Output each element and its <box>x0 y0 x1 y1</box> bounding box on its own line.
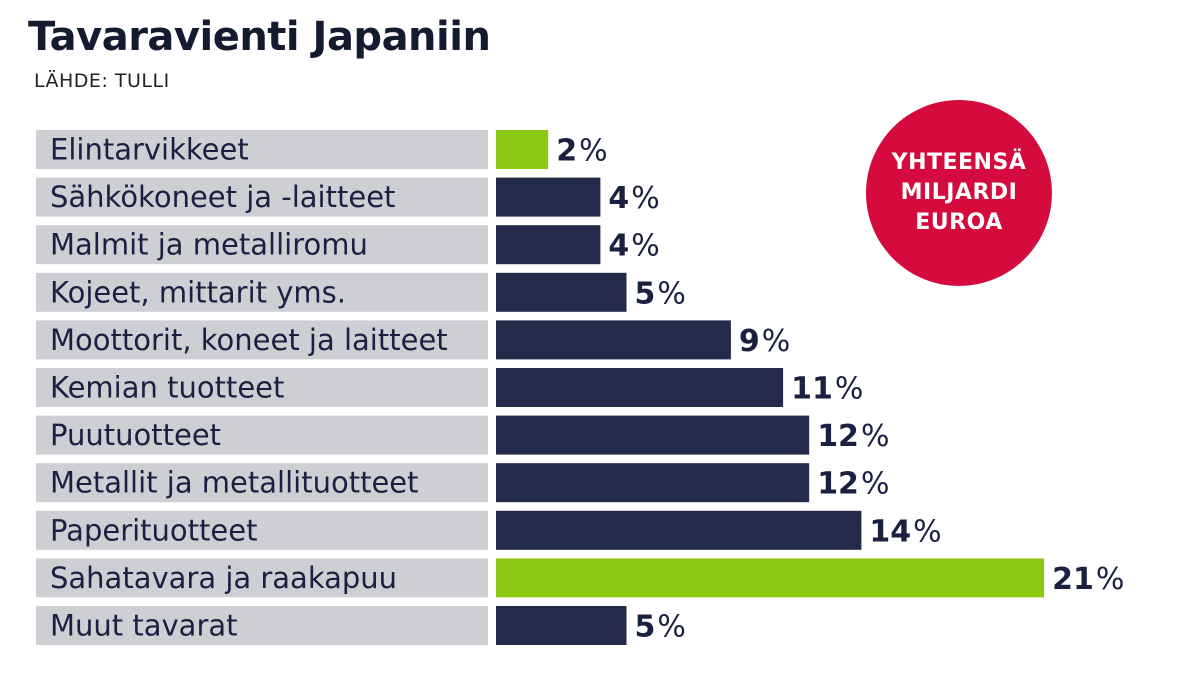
value-label: 14% <box>869 514 941 549</box>
category-label: Elintarvikkeet <box>50 133 249 167</box>
category-label: Kojeet, mittarit yms. <box>50 275 346 309</box>
value-label: 5% <box>635 276 686 311</box>
total-badge: YHTEENSÄ MILJARDI EUROA <box>866 100 1052 286</box>
category-label-bg <box>36 606 488 645</box>
value-label: 12% <box>817 419 889 454</box>
category-label: Kemian tuotteet <box>50 371 284 405</box>
category-label: Moottorit, koneet ja laitteet <box>50 323 448 357</box>
category-label-bg <box>36 558 488 598</box>
chart-title: Tavaravienti Japaniin <box>28 14 491 60</box>
bar <box>496 606 627 645</box>
category-label: Metallit ja metallituotteet <box>50 466 419 500</box>
category-label-bg <box>36 177 488 217</box>
category-label: Malmit ja metalliromu <box>50 228 368 262</box>
value-label: 4% <box>608 229 659 264</box>
value-label: 2% <box>556 134 607 169</box>
bar <box>496 368 784 407</box>
category-label-bg <box>36 272 488 312</box>
total-badge-line-2: MILJARDI <box>900 180 1018 206</box>
bar <box>496 415 810 455</box>
bar <box>496 558 1045 598</box>
category-label: Sahatavara ja raakapuu <box>50 561 397 595</box>
bar <box>496 130 549 169</box>
bar <box>496 510 862 550</box>
category-label-bg <box>36 368 488 407</box>
bar <box>496 225 601 265</box>
category-label: Sähkökoneet ja -laitteet <box>50 180 395 214</box>
category-label: Muut tavarat <box>50 609 238 643</box>
category-label-bg <box>36 225 488 265</box>
bar <box>496 463 810 503</box>
category-label-bg <box>36 130 488 169</box>
bar <box>496 272 627 312</box>
category-label: Puutuotteet <box>50 418 221 452</box>
total-badge-line-3: EUROA <box>915 209 1003 235</box>
value-label: 12% <box>817 467 889 502</box>
value-label: 4% <box>608 181 659 216</box>
category-label-bg <box>36 415 488 455</box>
bar <box>496 177 601 217</box>
chart-source: LÄHDE: TULLI <box>34 70 170 92</box>
total-badge-line-1: YHTEENSÄ <box>891 150 1027 176</box>
category-label-bg <box>36 320 488 360</box>
value-label: 9% <box>739 324 790 359</box>
bar <box>496 320 731 360</box>
category-label-bg <box>36 463 488 503</box>
value-label: 5% <box>635 610 686 645</box>
value-label: 11% <box>791 372 863 407</box>
category-label-bg <box>36 510 488 550</box>
value-label: 21% <box>1052 562 1124 597</box>
category-label: Paperituotteet <box>50 513 257 547</box>
